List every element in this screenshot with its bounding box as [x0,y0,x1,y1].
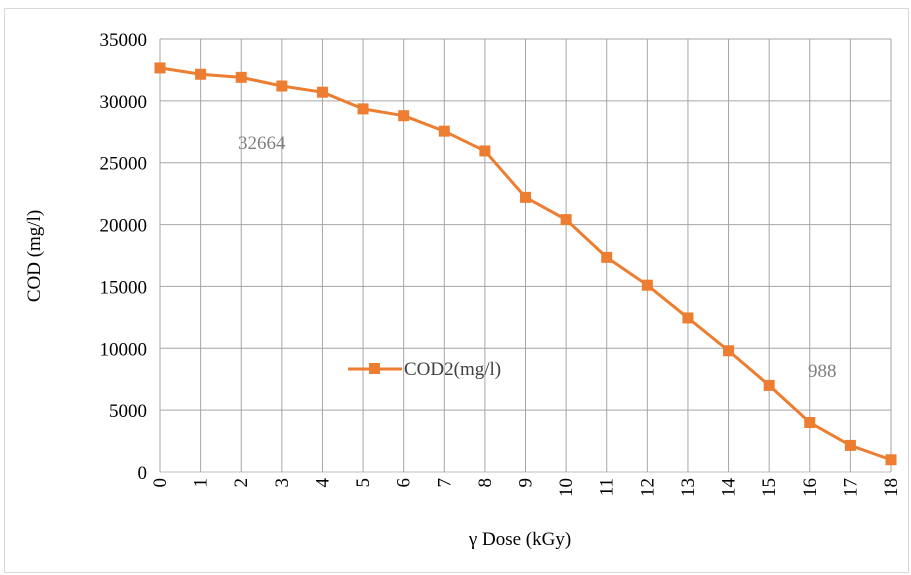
data-point-marker [398,110,410,122]
x-tick-label: 4 [312,478,333,488]
data-point-marker [316,86,328,98]
x-tick-label: 16 [800,478,821,497]
y-tick-label: 15000 [100,277,148,298]
data-point-marker [804,417,816,429]
x-tick-label: 10 [556,478,577,497]
legend-marker-icon [369,363,380,374]
x-tick-label: 14 [719,478,740,498]
y-tick-label: 10000 [100,339,148,360]
annotation-end-value: 988 [808,361,837,382]
x-tick-label: 17 [840,478,861,497]
x-tick-label: 6 [394,478,415,488]
x-tick-label: 2 [231,478,252,488]
data-point-marker [276,80,288,92]
x-tick-label: 18 [881,478,902,497]
data-point-marker [682,312,694,324]
x-tick-label: 11 [597,478,618,496]
data-point-marker [438,125,450,137]
data-point-marker [723,345,735,357]
x-tick-labels: 0 1 2 3 4 5 6 7 8 9 10 11 12 13 14 15 16 17 18 [150,478,902,498]
x-tick-label: 13 [678,478,699,497]
annotation-start-value: 32664 [238,133,286,154]
data-point-marker [235,71,247,83]
y-tick-label: 0 [138,463,148,484]
data-point-marker [357,103,369,115]
y-axis-label: COD (mg/l) [24,210,45,302]
legend: COD2(mg/l) [348,359,501,380]
y-tick-label: 5000 [109,401,147,422]
y-tick-label: 30000 [100,92,148,113]
y-tick-label: 20000 [100,216,148,237]
y-tick-label: 25000 [100,154,148,175]
data-point-marker [763,379,775,391]
x-tick-label: 8 [475,478,496,488]
x-tick-label: 12 [637,478,658,497]
x-tick-label: 1 [191,478,212,488]
data-point-marker [520,191,531,203]
data-point-marker [195,68,207,80]
data-point-marker [641,279,653,291]
chart-frame [4,8,909,573]
data-point-marker [154,62,166,74]
y-tick-labels: 0 5000 10000 15000 20000 25000 30000 35000 [100,30,148,484]
y-tick-label: 35000 [100,30,148,51]
legend-label: COD2(mg/l) [404,359,501,380]
x-tick-label: 3 [272,478,293,488]
data-point-marker [844,439,856,451]
series-layer [154,62,897,466]
x-tick-label: 7 [434,478,455,488]
x-tick-label: 5 [353,478,374,488]
x-tick-label: 0 [150,478,171,488]
data-point-marker [479,145,491,157]
x-tick-label: 15 [759,478,780,497]
x-tick-label: 9 [516,478,537,488]
data-point-marker [885,454,897,466]
grid-lines [159,38,892,473]
data-point-marker [601,251,613,263]
x-axis-label: γ Dose (kGy) [468,529,571,550]
data-point-marker [560,214,572,226]
